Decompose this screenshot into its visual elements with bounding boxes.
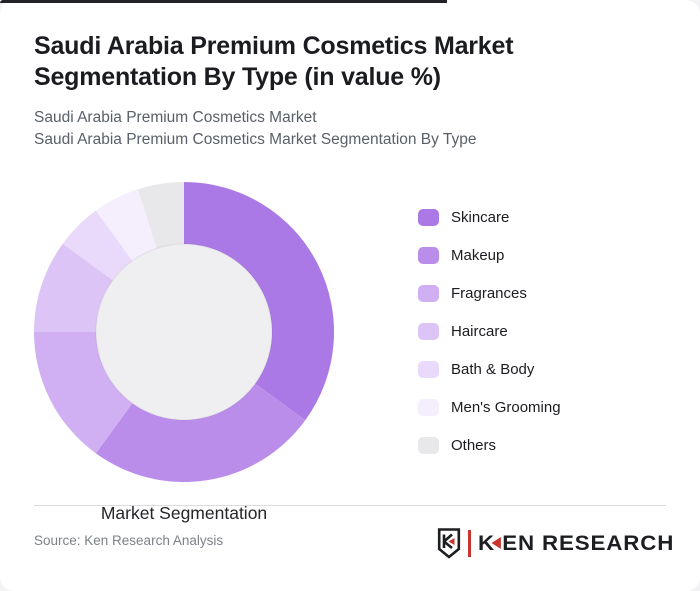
legend-swatch: [418, 399, 439, 416]
chart-subtitle-line1: Saudi Arabia Premium Cosmetics Market: [34, 109, 317, 126]
donut-segment-others[interactable]: [137, 182, 184, 249]
donut-svg[interactable]: [34, 182, 334, 482]
legend-label: Fragrances: [451, 285, 527, 302]
donut-segment-men-s-grooming[interactable]: [95, 189, 157, 261]
logo-shield-icon: [438, 527, 461, 559]
donut-segment-fragrances[interactable]: [34, 332, 133, 454]
logo-red-triangle-icon: [492, 537, 502, 549]
logo-wordmark-rest: EN RESEARCH: [502, 530, 675, 555]
legend-label: Makeup: [451, 247, 505, 264]
legend-label: Haircare: [451, 323, 508, 340]
legend-swatch: [418, 285, 439, 302]
top-edge-strip: [0, 0, 447, 3]
legend-item-fragrances[interactable]: Fragrances: [418, 285, 561, 302]
legend-swatch: [418, 437, 439, 454]
legend-item-others[interactable]: Others: [418, 437, 561, 454]
donut-segment-bath-body[interactable]: [62, 210, 133, 281]
legend-item-haircare[interactable]: Haircare: [418, 323, 561, 340]
page-title-line1: Saudi Arabia Premium Cosmetics Market: [34, 32, 514, 60]
donut-segment-haircare[interactable]: [34, 243, 113, 332]
legend-item-men-s-grooming[interactable]: Men's Grooming: [418, 399, 561, 416]
legend-label: Men's Grooming: [451, 399, 561, 416]
donut-hole: [95, 243, 273, 421]
footer-divider: [34, 505, 666, 506]
legend-label: Skincare: [451, 209, 510, 226]
legend-swatch: [418, 247, 439, 264]
legend-swatch: [418, 209, 439, 226]
page-title: Saudi Arabia Premium Cosmetics Market Se…: [34, 31, 654, 93]
logo-wordmark-k: K: [478, 530, 496, 555]
legend-swatch: [418, 361, 439, 378]
donut-chart[interactable]: Market Segmentation: [34, 182, 334, 523]
ken-research-logo: K EN RESEARCH: [437, 527, 674, 559]
legend-item-skincare[interactable]: Skincare: [418, 209, 561, 226]
page-title-line2: Segmentation By Type (in value %): [34, 63, 441, 91]
donut-segment-skincare[interactable]: [184, 182, 334, 421]
legend-label: Others: [451, 437, 497, 454]
chart-subtitle: Saudi Arabia Premium Cosmetics Market Sa…: [34, 107, 477, 150]
donut-segment-makeup[interactable]: [95, 383, 306, 482]
logo-wordmark: K EN RESEARCH: [478, 531, 674, 556]
legend-swatch: [418, 323, 439, 340]
chart-legend: Skincare Makeup Fragrances Haircare Bath & B…: [418, 209, 561, 454]
donut-center-label: Market Segmentation: [100, 503, 268, 523]
legend-item-bath-body[interactable]: Bath & Body: [418, 361, 561, 378]
legend-item-makeup[interactable]: Makeup: [418, 247, 561, 264]
chart-subtitle-line2: Saudi Arabia Premium Cosmetics Market Se…: [34, 130, 477, 148]
legend-label: Bath & Body: [451, 361, 535, 378]
source-text: Source: Ken Research Analysis: [34, 533, 224, 548]
logo-separator: [468, 529, 472, 557]
